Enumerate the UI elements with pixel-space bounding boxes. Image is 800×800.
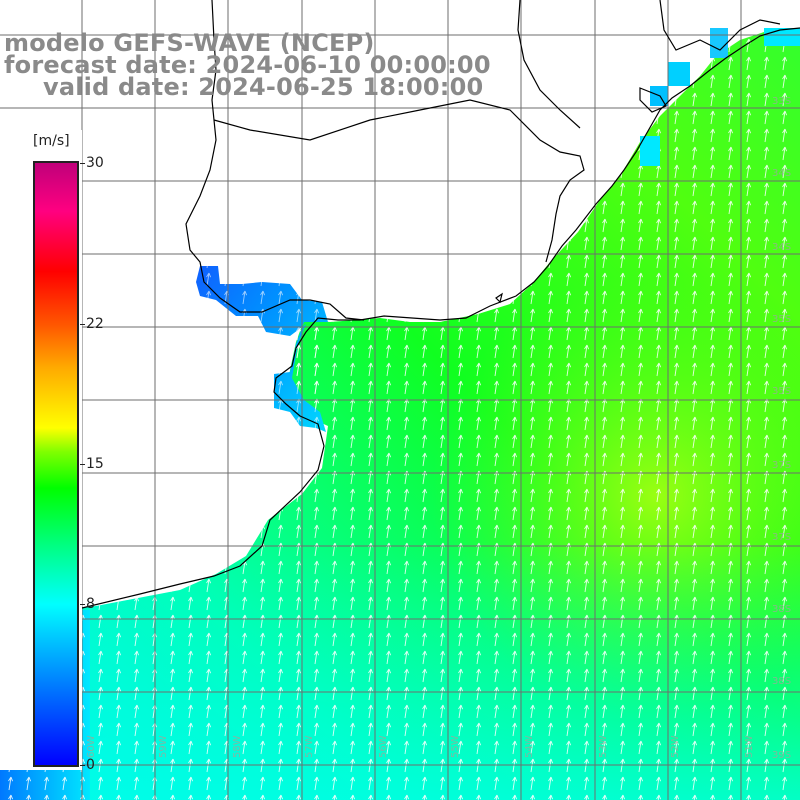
forecast-date: forecast date: 2024-06-10 00:00:00 [4, 51, 491, 79]
colorbar-tick-label: 15 [86, 456, 104, 472]
model-title: modelo GEFS-WAVE (NCEP) [4, 29, 375, 57]
svg-text:37S: 37S [772, 532, 791, 543]
svg-text:55W: 55W [450, 735, 461, 758]
svg-text:56W: 56W [378, 735, 389, 758]
colorbar [33, 161, 79, 767]
svg-text:57W: 57W [304, 735, 315, 758]
colorbar-tick-mark [80, 323, 85, 325]
svg-text:35S: 35S [772, 314, 791, 325]
svg-text:58W: 58W [232, 735, 243, 758]
colorbar-tick-label: 30 [86, 155, 104, 171]
svg-text:35S: 35S [772, 386, 791, 397]
estuary-field [196, 262, 328, 432]
colorbar-unit: [m/s] [33, 133, 70, 149]
colorbar-tick-mark [80, 604, 85, 606]
svg-text:53W: 53W [598, 735, 609, 758]
svg-text:38S: 38S [772, 676, 791, 687]
svg-text:38S: 38S [772, 604, 791, 615]
valid-date: valid date: 2024-06-25 18:00:00 [43, 73, 484, 101]
colorbar-tick-mark [80, 163, 85, 164]
svg-text:34S: 34S [772, 168, 791, 179]
svg-text:54W: 54W [524, 735, 535, 758]
lon-labels: 60W 59W 58W 57W 56W 55W 54W 53W 52W 51W [86, 735, 755, 758]
svg-text:37S: 37S [772, 460, 791, 471]
svg-text:39S: 39S [772, 750, 791, 761]
svg-text:60W: 60W [86, 735, 97, 758]
colorbar-tick-mark [80, 464, 85, 465]
svg-text:59W: 59W [158, 735, 169, 758]
coastline [81, 0, 800, 609]
colorbar-tick-label: 0 [86, 757, 95, 773]
svg-text:34S: 34S [772, 242, 791, 253]
svg-text:33S: 33S [772, 96, 791, 107]
svg-text:52W: 52W [670, 735, 681, 758]
colorbar-tick-mark [80, 765, 85, 766]
svg-text:51W: 51W [744, 735, 755, 758]
colorbar-tick-label: 8 [86, 596, 95, 613]
lat-labels: 33S 34S 34S 35S 35S 37S 37S 38S 38S 39S [772, 96, 791, 761]
colorbar-tick-label: 22 [86, 315, 104, 332]
